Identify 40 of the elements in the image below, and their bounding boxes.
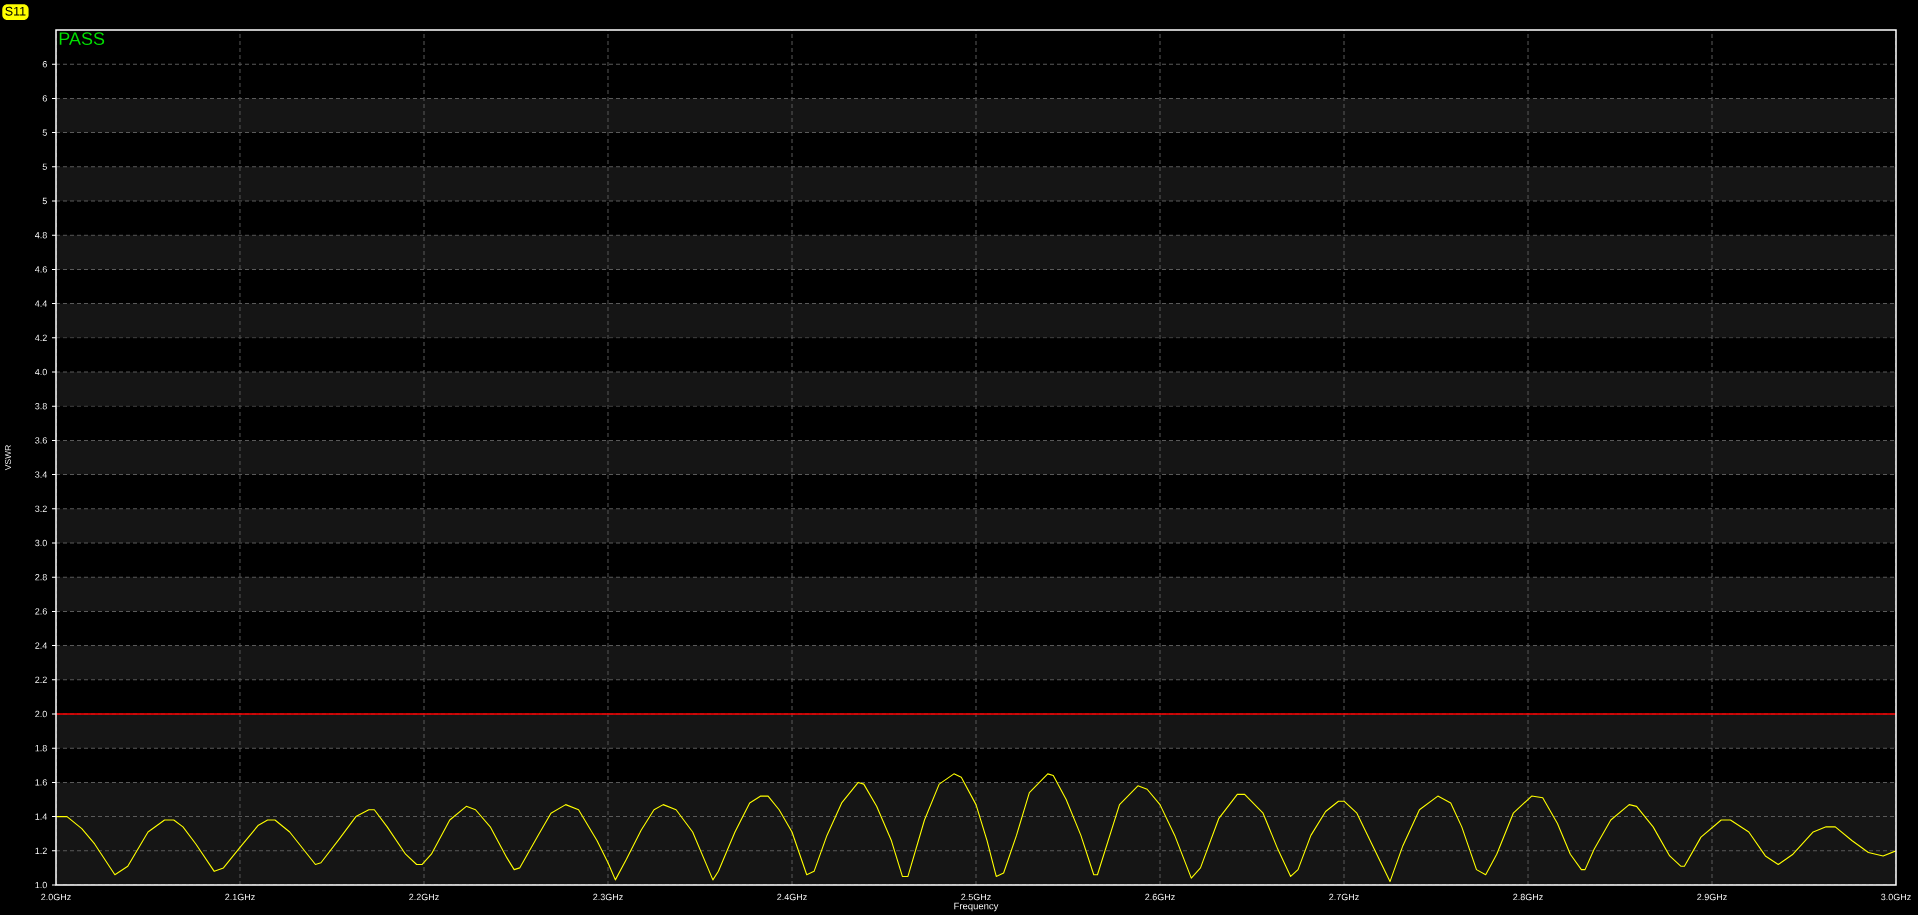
- x-tick-label: 2.9GHz: [1697, 893, 1727, 901]
- x-tick-label: 2.2GHz: [409, 893, 439, 901]
- y-tick-label: 4.6: [34, 266, 47, 273]
- y-tick-label: 5: [42, 129, 47, 136]
- y-tick-label: 6: [42, 95, 47, 102]
- y-tick-label: 2.4: [35, 642, 48, 649]
- y-tick-label: 3.8: [35, 403, 47, 410]
- x-tick-label: 2.1GHz: [225, 893, 255, 901]
- y-tick-label: 1.0: [35, 881, 47, 889]
- y-tick-label: 2.0: [35, 710, 47, 718]
- y-tick-label: 5: [42, 163, 47, 170]
- y-tick-label: 2.2: [35, 676, 47, 683]
- y-tick-label: 5: [42, 197, 47, 205]
- text: S11: [5, 6, 26, 16]
- y-tick-label: 4.2: [34, 334, 47, 341]
- x-tick-label: 2.0GHz: [41, 893, 71, 901]
- y-tick-label: 2.6: [35, 608, 47, 615]
- annotation: PASS: [59, 32, 105, 46]
- y-tick-label: 3.2: [35, 505, 47, 512]
- y-tick-label: 1.4: [35, 813, 48, 820]
- y-tick-label: 1.6: [35, 779, 47, 786]
- y-tick-label: 3.4: [35, 471, 48, 478]
- y-tick-label: 4.8: [34, 232, 47, 239]
- x-tick-label: 2.4GHz: [777, 893, 807, 901]
- x-tick-label: 2.5GHz: [961, 893, 991, 901]
- y-tick-label: 1.2: [35, 847, 47, 854]
- x-axis-title: Frequency: [954, 902, 999, 912]
- x-tick-label: 2.7GHz: [1329, 893, 1359, 901]
- x-tick-label: 2.3GHz: [593, 893, 623, 901]
- y-tick-label: 3.0: [35, 539, 47, 547]
- y-axis-title: VSWR: [4, 445, 11, 471]
- y-tick-label: 4.0: [34, 368, 47, 376]
- x-tick-label: 2.8GHz: [1513, 893, 1543, 901]
- y-tick-label: 6: [42, 61, 47, 68]
- y-tick-label: 4.4: [34, 300, 48, 307]
- y-tick-label: 3.6: [35, 437, 47, 444]
- x-tick-label: 3.0GHz: [1881, 893, 1911, 901]
- y-tick-label: 2.8: [35, 574, 47, 581]
- y-tick-label: 1.8: [35, 745, 47, 752]
- x-tick-label: 2.6GHz: [1145, 893, 1175, 901]
